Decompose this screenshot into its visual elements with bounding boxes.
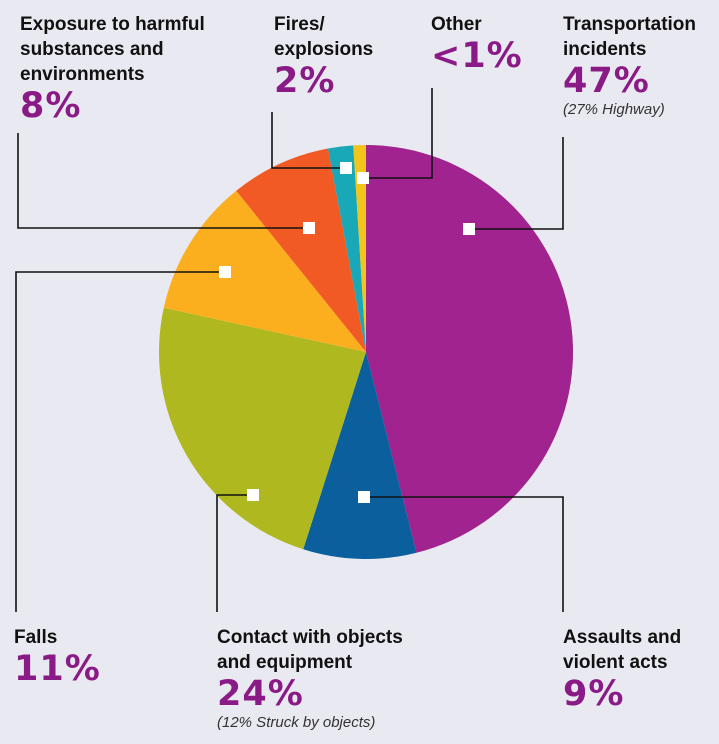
label-fires-name: Fires/ explosions: [274, 14, 374, 60]
leader-line-fires: [271, 112, 346, 169]
marker-square-transport: [463, 223, 475, 235]
label-other-pct: <1%: [431, 36, 523, 76]
marker-square-falls: [219, 266, 231, 278]
label-fires-pct: 2%: [274, 61, 336, 101]
label-contact: Contact with objects and equipment 24% (…: [217, 625, 403, 733]
label-falls-name: Falls: [14, 627, 58, 648]
leader-line-assaults: [364, 496, 564, 612]
pie-slice-assaults: [303, 352, 417, 559]
pie-slice-exposure: [236, 148, 366, 352]
label-assaults-pct: 9%: [563, 674, 625, 714]
leader-line-contact: [216, 494, 253, 612]
label-transport-pct: 47%: [563, 61, 650, 101]
marker-square-exposure: [303, 222, 315, 234]
marker-square-assaults: [358, 491, 370, 503]
pie-slice-fires: [327, 145, 366, 352]
marker-square-contact: [247, 489, 259, 501]
label-transport-name: Transportation incidents: [563, 14, 697, 60]
label-contact-name: Contact with objects and equipment: [217, 627, 403, 673]
leader-line-other: [363, 88, 433, 179]
leader-line-transport: [470, 137, 564, 230]
label-contact-note: (12% Struck by objects): [217, 714, 376, 731]
label-falls: Falls 11%: [14, 625, 101, 688]
label-exposure-pct: 8%: [20, 86, 82, 126]
label-other: Other <1%: [431, 12, 523, 75]
label-transport: Transportation incidents 47% (27% Highwa…: [563, 12, 696, 120]
pie-slice-other: [353, 145, 366, 352]
pie-slice-contact: [158, 307, 366, 550]
label-falls-pct: 11%: [14, 649, 101, 689]
label-assaults: Assaults and violent acts 9%: [563, 625, 681, 713]
label-exposure-name: Exposure to harmful substances and envir…: [20, 14, 205, 85]
pie-slice-transport: [366, 145, 574, 553]
marker-square-fires: [340, 162, 352, 174]
label-fires: Fires/ explosions 2%: [274, 12, 373, 100]
label-other-name: Other: [431, 14, 482, 35]
label-transport-note: (27% Highway): [563, 101, 665, 118]
label-assaults-name: Assaults and violent acts: [563, 627, 682, 673]
leader-line-falls: [15, 271, 225, 612]
pie-slice-falls: [163, 190, 366, 352]
label-contact-pct: 24%: [217, 674, 304, 714]
leader-line-exposure: [17, 133, 309, 229]
label-exposure: Exposure to harmful substances and envir…: [20, 12, 205, 125]
marker-square-other: [357, 172, 369, 184]
